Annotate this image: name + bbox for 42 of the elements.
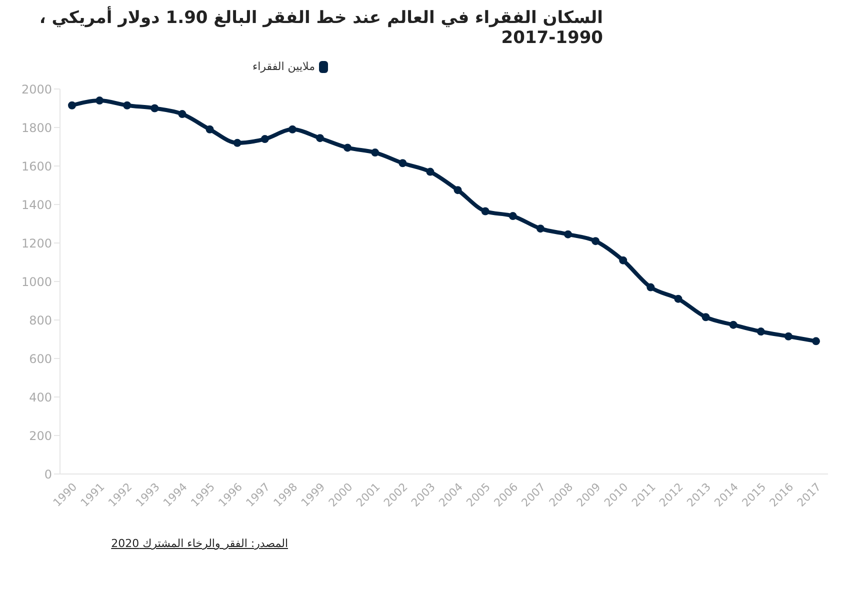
point (426, 168, 434, 176)
point (123, 101, 132, 110)
y-tick-label: 400 (29, 390, 52, 404)
point (508, 212, 517, 220)
y-tick-label: 1400 (21, 198, 52, 212)
point (344, 144, 352, 152)
point (592, 237, 600, 246)
point (564, 230, 572, 238)
point (619, 256, 628, 264)
point (784, 332, 792, 340)
point (756, 328, 765, 336)
text: المصدر: الفقر والرخاء المشترك 2020 (110, 537, 288, 550)
chart-title: السكان الفقراء في العالم عند خط الفقر البالغ 1.90 دولار أمريكي ، 1990-2017 (38, 8, 603, 48)
point (481, 207, 490, 216)
point (206, 125, 214, 134)
point (812, 337, 820, 346)
point (536, 224, 544, 233)
point (398, 159, 407, 168)
point (150, 104, 159, 112)
point (702, 313, 710, 322)
y-tick-label: 1000 (21, 274, 52, 289)
y-tick-label: 200 (29, 428, 52, 443)
point (68, 101, 76, 110)
y-tick-label: 800 (29, 313, 52, 328)
point (316, 134, 324, 142)
point (233, 138, 242, 147)
y-tick-label: 1200 (21, 236, 52, 250)
point (371, 148, 380, 157)
y-tick-label: 1800 (21, 120, 52, 135)
point (96, 96, 104, 105)
point (646, 283, 655, 292)
y-tick-label: 600 (29, 352, 52, 366)
point (729, 320, 738, 329)
point (288, 125, 296, 134)
point (260, 135, 269, 144)
point (178, 110, 186, 118)
legend-label: ملايين الفقراء (252, 60, 315, 73)
y-tick-label: 0 (44, 467, 52, 482)
y-tick-label: 1600 (21, 159, 52, 174)
point (674, 294, 682, 303)
y-tick-label: 2000 (21, 82, 52, 96)
point (454, 186, 462, 194)
